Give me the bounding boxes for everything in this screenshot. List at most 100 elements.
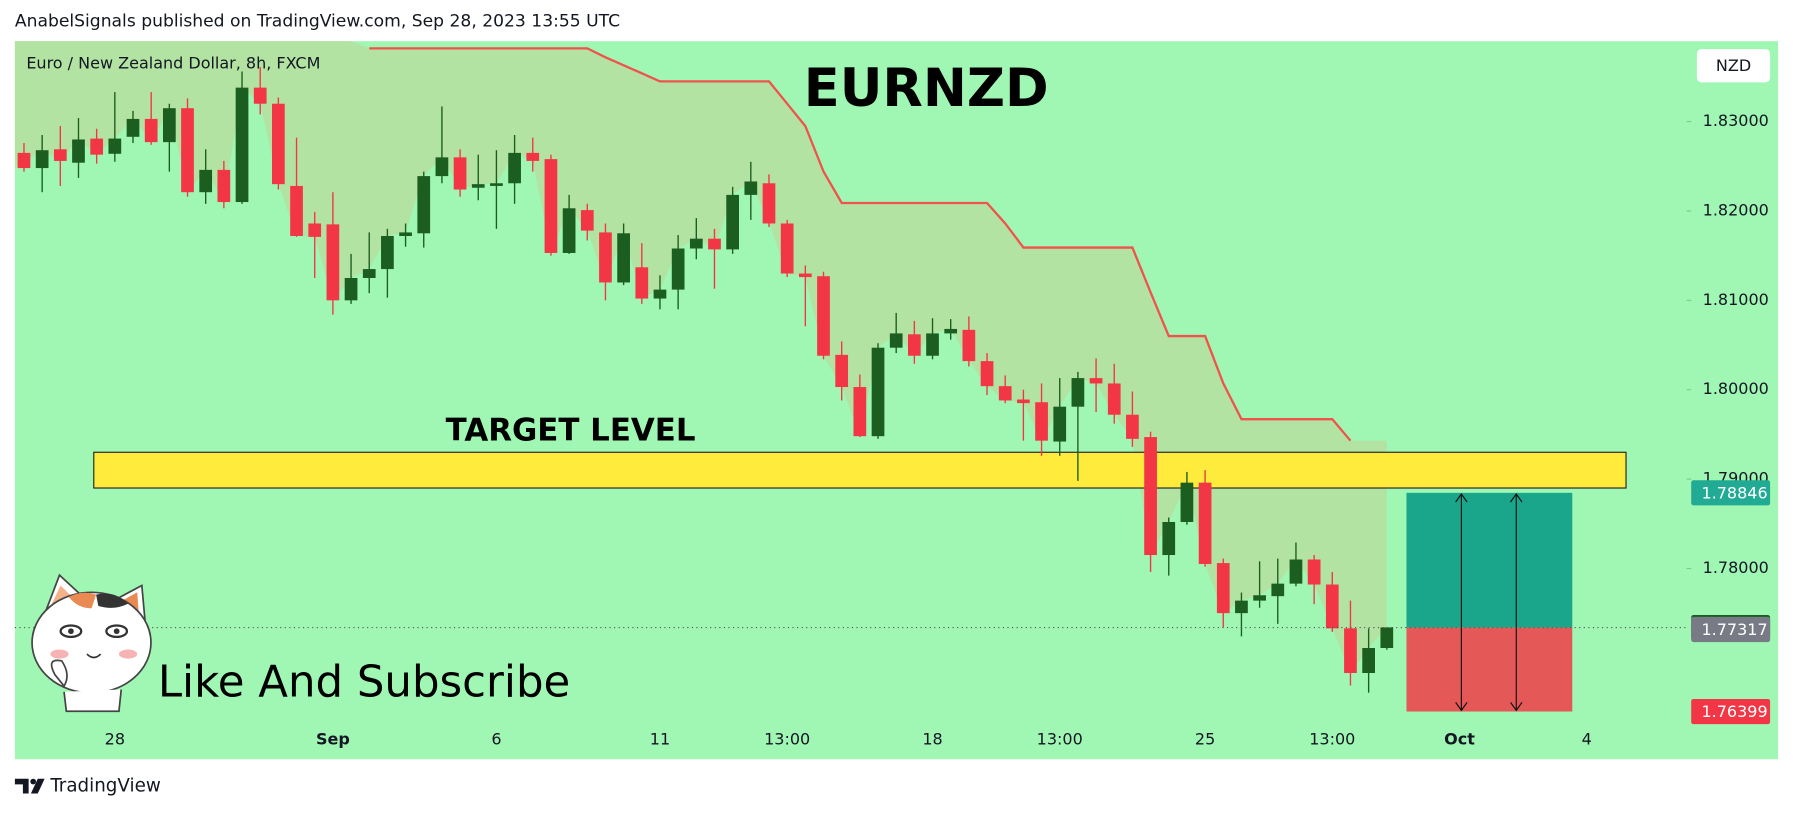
x-tick-label: 6 [491, 729, 501, 748]
trend-fill [14, 41, 1387, 674]
candle-body [381, 235, 394, 270]
candle-body [526, 152, 540, 161]
y-tick-label: 1.83000 [1703, 111, 1769, 130]
brand-logo [14, 778, 45, 794]
target-zone [93, 451, 1627, 489]
candle-body [272, 103, 285, 185]
x-tick-label: 28 [105, 729, 125, 748]
candle-body [181, 108, 194, 193]
y-tick-label: 1.80000 [1703, 379, 1769, 398]
candle-body [617, 233, 630, 283]
candle-body [1344, 628, 1357, 674]
candle-body [580, 210, 594, 231]
candle-body [1289, 559, 1303, 584]
candle-body [835, 354, 849, 388]
candle-body [108, 138, 122, 154]
candle-body [490, 183, 503, 186]
candle-body [853, 387, 867, 437]
candle-body [653, 289, 667, 299]
candle-body [326, 224, 340, 301]
candle-body [308, 223, 322, 237]
currency-badge[interactable] [1696, 49, 1771, 83]
price-label-box [1691, 698, 1771, 725]
candle-body [889, 333, 903, 348]
candle-body [762, 183, 776, 224]
candle-body [1271, 583, 1285, 597]
candle-body [798, 273, 812, 278]
candle-body [944, 328, 958, 334]
candle-body [689, 238, 703, 249]
brand-name: TradingView [49, 776, 161, 797]
candle-body [671, 248, 685, 290]
candle-body [53, 149, 67, 161]
candle-body [744, 181, 758, 195]
price-label: 1.77317 [1701, 620, 1767, 639]
candle-body [235, 87, 249, 203]
x-tick-label: 4 [1582, 729, 1592, 748]
candle-body [1144, 437, 1157, 556]
candle-body [399, 232, 412, 236]
candle-body [126, 118, 140, 137]
candle-body [162, 108, 176, 143]
candle-body [780, 223, 794, 274]
candle-body [726, 194, 740, 250]
candle-body [362, 269, 376, 278]
candle-body [599, 232, 612, 283]
candle-body [17, 152, 31, 169]
x-tick-label: Oct [1444, 729, 1475, 748]
candle-body [708, 238, 721, 250]
candle-body [1325, 584, 1339, 629]
candle-body [290, 185, 303, 236]
price-label: 1.78846 [1701, 483, 1767, 502]
annotation: Like And Subscribe [158, 657, 570, 707]
x-tick-label: 18 [922, 729, 942, 748]
candle-body [453, 157, 467, 190]
candle-body [962, 329, 976, 362]
arrow-head [1455, 493, 1468, 712]
candle-body [344, 277, 358, 301]
x-tick-label: Sep [316, 729, 350, 748]
candle-body [1362, 647, 1375, 674]
candle-body [508, 152, 521, 184]
candle-body [1180, 482, 1194, 522]
price-label-box [1691, 616, 1771, 643]
candle-body [144, 118, 158, 143]
candle-body [1107, 383, 1121, 415]
candle-body [35, 150, 49, 169]
loss-zone [1406, 627, 1573, 712]
candle-body [1089, 378, 1103, 384]
candle-body [908, 334, 921, 356]
candle-body [1253, 595, 1266, 601]
candle-body [417, 176, 431, 234]
trend-line [369, 47, 1352, 442]
y-tick-label: 1.78000 [1703, 558, 1769, 577]
x-tick-label: 13:00 [1037, 729, 1083, 748]
candle-body [435, 157, 449, 177]
candle-body [199, 169, 213, 193]
candle-body [1017, 399, 1030, 404]
candle-body [1162, 521, 1176, 556]
candle-body [1035, 402, 1048, 441]
candle-body [90, 138, 104, 155]
currency-label[interactable]: NZD [1716, 56, 1751, 75]
arrow-head [1510, 493, 1523, 712]
profit-zone [1406, 492, 1573, 628]
candle-body [1071, 378, 1085, 407]
candle-body [544, 159, 558, 253]
x-tick-label: 13:00 [1309, 729, 1355, 748]
candle-body [1380, 627, 1394, 648]
candle-body [871, 347, 885, 437]
candle-body [998, 386, 1012, 401]
candle-body [1307, 559, 1321, 585]
candle-body [980, 361, 994, 387]
candle-body [1216, 563, 1230, 614]
candle-body [72, 139, 85, 163]
candle-body [817, 276, 830, 356]
y-tick-label: 1.82000 [1703, 200, 1769, 219]
x-tick-label: 11 [650, 729, 670, 748]
candle-body [1235, 600, 1248, 614]
cat-sticker [31, 573, 152, 713]
candle-body [217, 169, 231, 203]
